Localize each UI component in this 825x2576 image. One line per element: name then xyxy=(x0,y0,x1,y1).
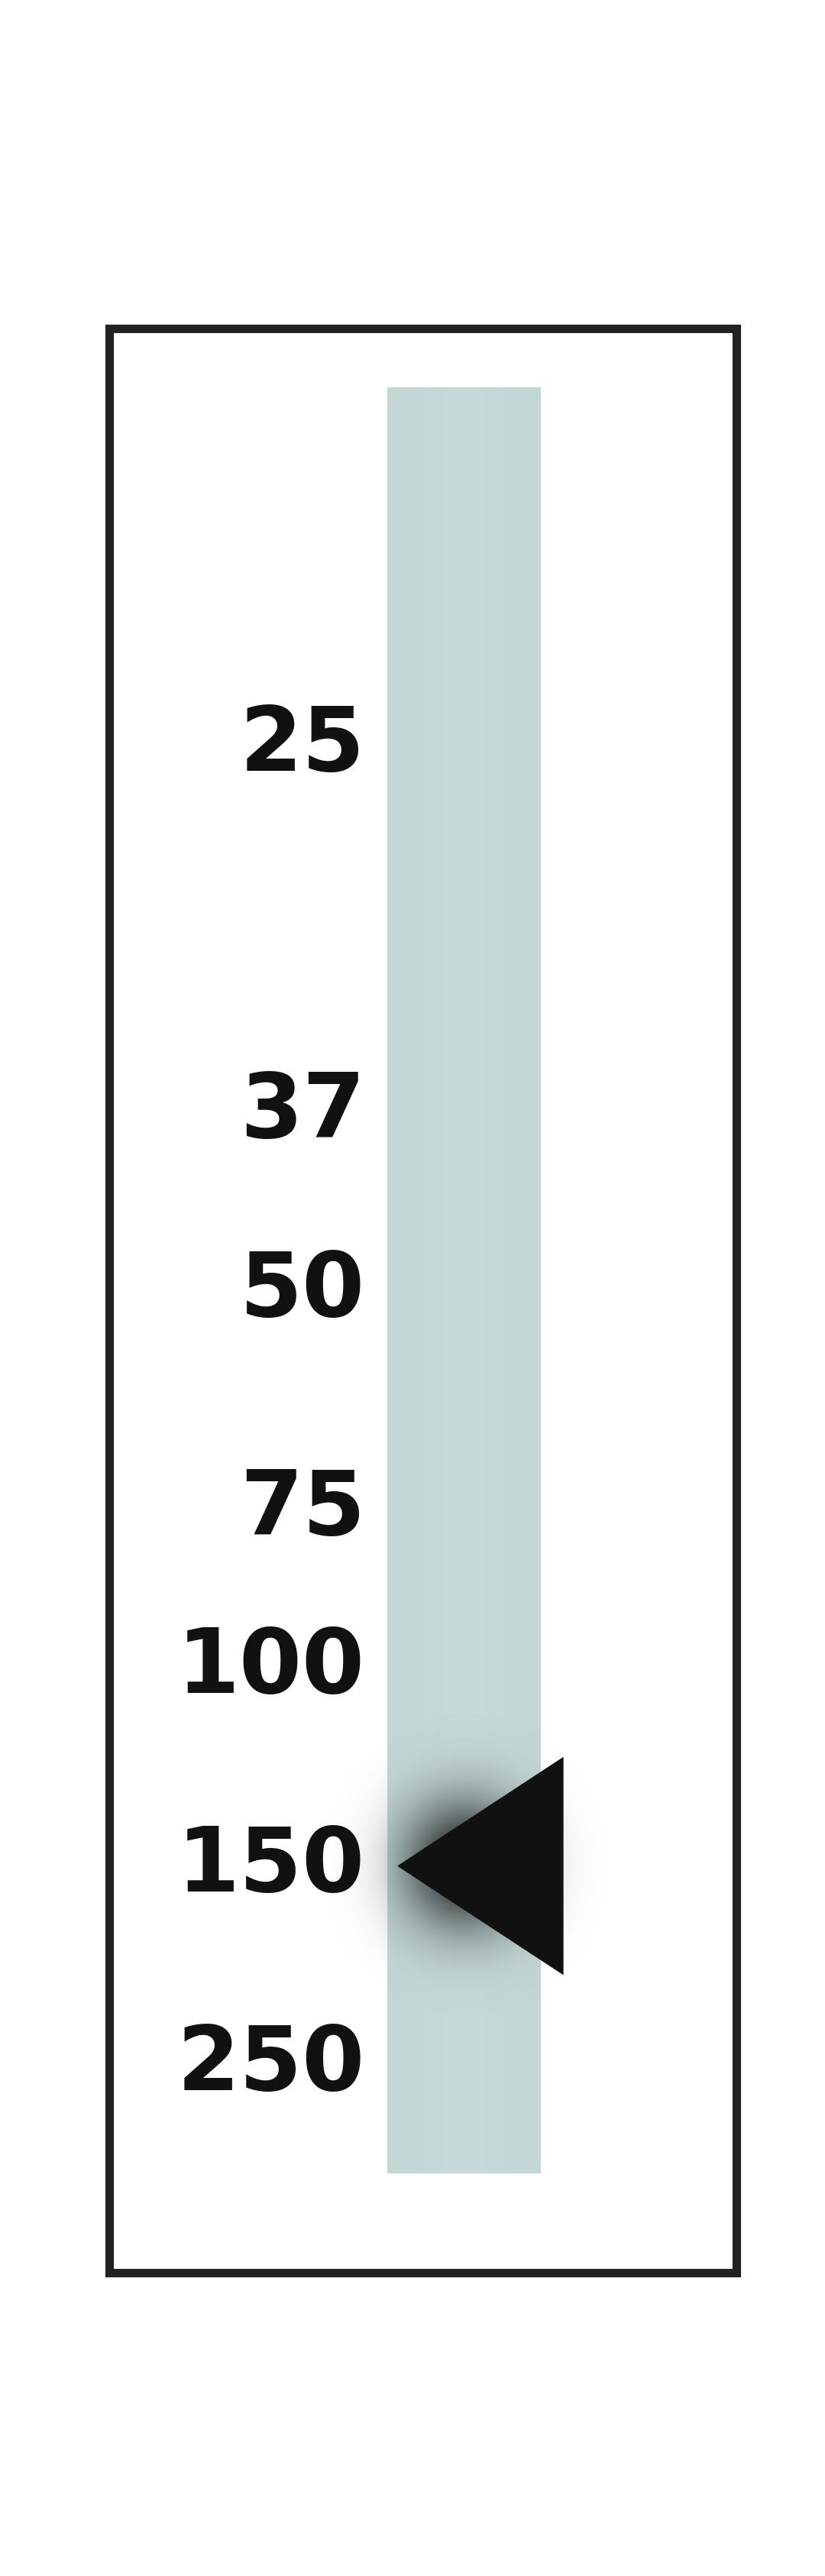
Text: 75: 75 xyxy=(240,1466,365,1553)
Text: 250: 250 xyxy=(177,2020,365,2107)
Polygon shape xyxy=(398,1757,563,1976)
Text: 37: 37 xyxy=(240,1069,365,1157)
Text: 100: 100 xyxy=(177,1623,365,1710)
Text: 150: 150 xyxy=(177,1821,365,1909)
Text: 50: 50 xyxy=(240,1247,365,1334)
Text: 25: 25 xyxy=(240,701,365,788)
